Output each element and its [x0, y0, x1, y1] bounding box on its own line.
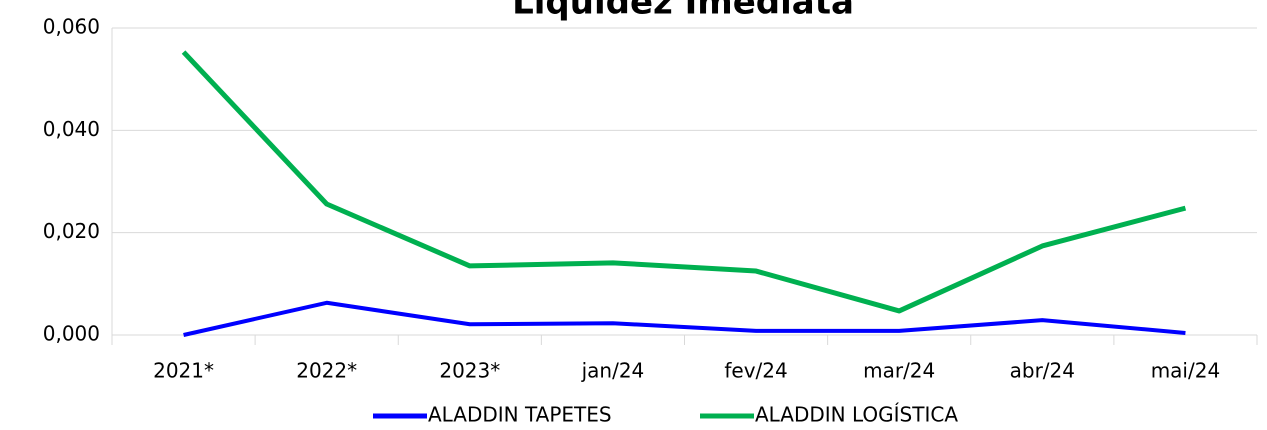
- x-tick-label: 2023*: [439, 359, 500, 383]
- legend-label: ALADDIN TAPETES: [428, 403, 612, 427]
- x-tick-label: 2021*: [153, 359, 214, 383]
- x-tick-label: jan/24: [581, 359, 645, 383]
- chart-title: Liquidez Imediata: [512, 0, 854, 23]
- series-line: [183, 300, 1186, 337]
- x-tick-label: abr/24: [1010, 359, 1075, 383]
- x-tick-label: mar/24: [863, 359, 935, 383]
- x-tick-label: fev/24: [724, 359, 787, 383]
- x-tick-label: mai/24: [1151, 359, 1220, 383]
- y-tick-label: 0,020: [43, 219, 100, 243]
- y-tick-label: 0,040: [43, 117, 100, 141]
- series-line: [181, 50, 1187, 314]
- x-tick-label: 2022*: [296, 359, 357, 383]
- y-tick-label: 0,000: [43, 322, 100, 346]
- legend-label: ALADDIN LOGÍSTICA: [755, 403, 958, 427]
- y-tick-label: 0,060: [43, 15, 100, 39]
